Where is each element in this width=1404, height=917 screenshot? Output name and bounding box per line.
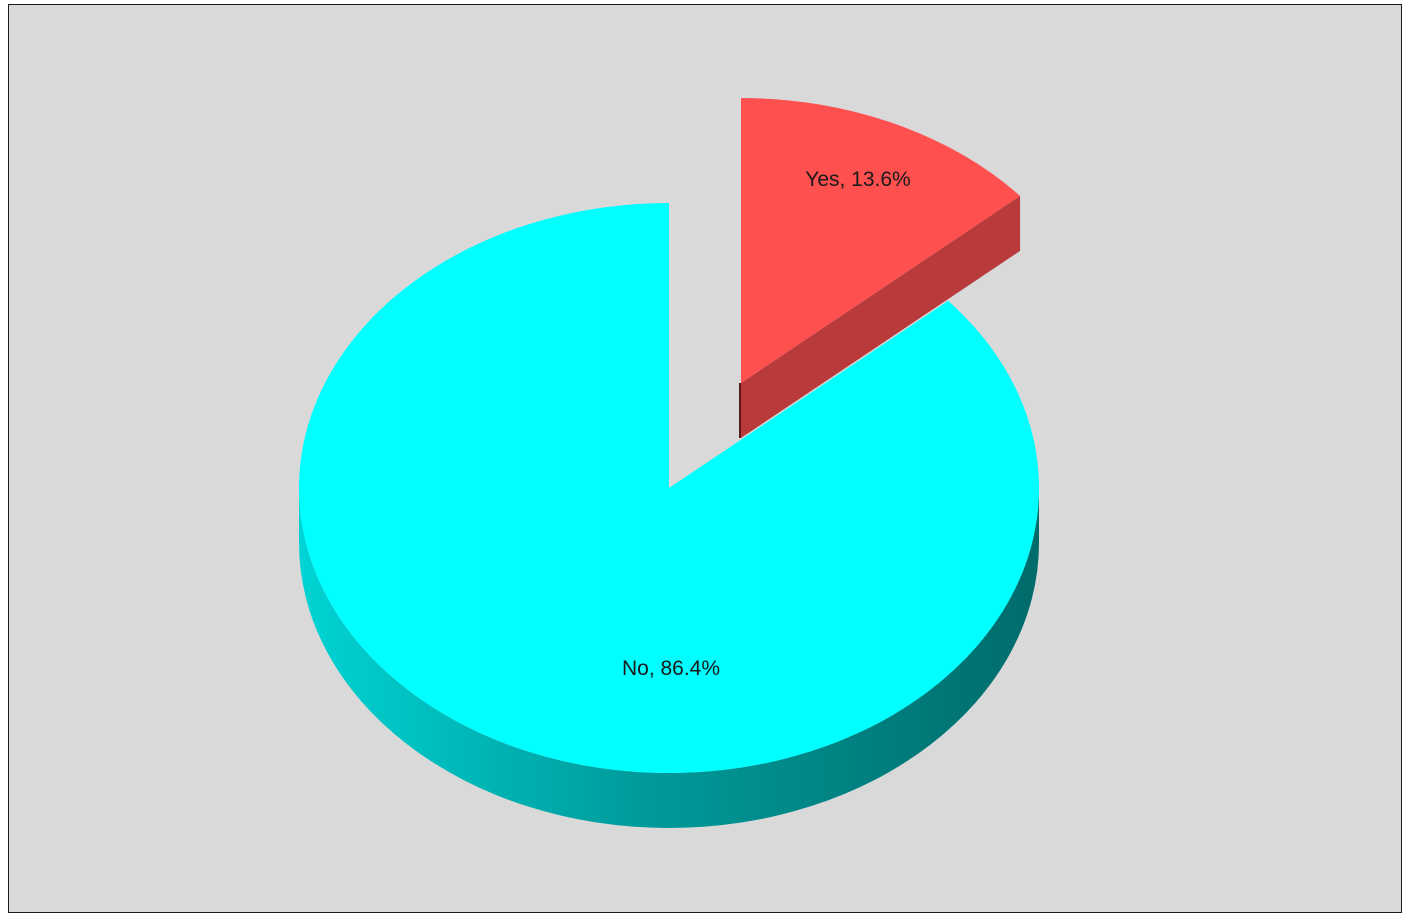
chart-frame: No, 86.4% Yes, 13.6%	[8, 4, 1402, 913]
slice-yes-wall	[741, 195, 1021, 438]
slice-yes	[741, 98, 1021, 383]
slice-yes-edge	[739, 383, 741, 438]
slice-label-no: No, 86.4%	[622, 657, 720, 680]
pie-chart: No, 86.4% Yes, 13.6%	[299, 98, 1039, 828]
slice-no	[299, 203, 1039, 774]
slice-label-yes: Yes, 13.6%	[805, 168, 910, 191]
slice-no-side	[299, 488, 1039, 828]
